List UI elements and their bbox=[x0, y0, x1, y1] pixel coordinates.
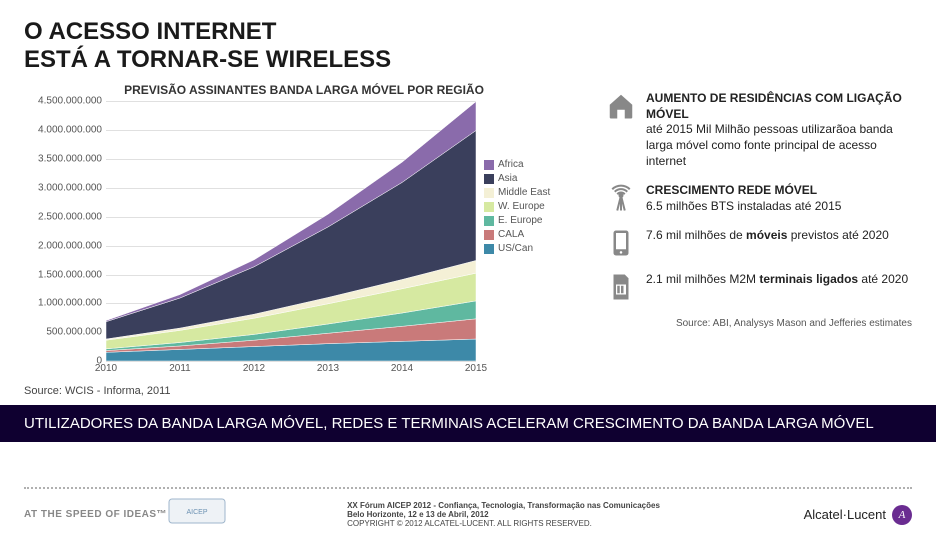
feature-item: AUMENTO DE RESIDÊNCIAS COM LIGAÇÃO MÓVEL… bbox=[606, 91, 912, 169]
x-tick-label: 2011 bbox=[169, 363, 191, 374]
source-right: Source: ABI, Analysys Mason and Jefferie… bbox=[606, 318, 912, 329]
sim-icon bbox=[606, 272, 636, 302]
bottom-bar: UTILIZADORES DA BANDA LARGA MÓVEL, REDES… bbox=[0, 405, 936, 442]
y-tick-label: 2.000.000.000 bbox=[38, 240, 102, 251]
x-tick-label: 2010 bbox=[95, 363, 117, 374]
brand-text: Alcatel·Lucent bbox=[804, 507, 886, 522]
aicep-logo-icon: AICEP bbox=[167, 495, 227, 534]
feature-text: 7.6 mil milhões de móveis previstos até … bbox=[646, 228, 889, 244]
legend-item: Middle East bbox=[484, 187, 550, 198]
legend-item: E. Europe bbox=[484, 215, 550, 226]
chart-pane: PREVISÃO ASSINANTES BANDA LARGA MÓVEL PO… bbox=[24, 83, 584, 397]
footer-tagline: AT THE SPEED OF IDEAS™ bbox=[24, 509, 167, 520]
svg-text:AICEP: AICEP bbox=[187, 509, 208, 516]
features-pane: AUMENTO DE RESIDÊNCIAS COM LIGAÇÃO MÓVEL… bbox=[606, 83, 912, 397]
antenna-icon bbox=[606, 183, 636, 213]
feature-item: 7.6 mil milhões de móveis previstos até … bbox=[606, 228, 912, 258]
y-tick-label: 4.000.000.000 bbox=[38, 125, 102, 136]
house-icon bbox=[606, 91, 636, 121]
chart-title: PREVISÃO ASSINANTES BANDA LARGA MÓVEL PO… bbox=[24, 83, 584, 97]
y-tick-label: 4.500.000.000 bbox=[38, 96, 102, 107]
y-tick-label: 2.500.000.000 bbox=[38, 211, 102, 222]
x-tick-label: 2012 bbox=[243, 363, 265, 374]
legend-item: Africa bbox=[484, 159, 550, 170]
x-tick-label: 2013 bbox=[317, 363, 339, 374]
footer-center: XX Fórum AICEP 2012 - Confiança, Tecnolo… bbox=[347, 501, 804, 529]
y-tick-label: 1.500.000.000 bbox=[38, 269, 102, 280]
feature-text: 2.1 mil milhões M2M terminais ligados at… bbox=[646, 272, 908, 288]
feature-item: CRESCIMENTO REDE MÓVEL 6.5 milhões BTS i… bbox=[606, 183, 912, 214]
y-tick-label: 3.000.000.000 bbox=[38, 182, 102, 193]
y-tick-label: 3.500.000.000 bbox=[38, 153, 102, 164]
title-line-1: O ACESSO INTERNET bbox=[24, 18, 276, 45]
legend-item: CALA bbox=[484, 229, 550, 240]
title-line-2: ESTÁ A TORNAR-SE WIRELESS bbox=[24, 46, 391, 73]
feature-text: CRESCIMENTO REDE MÓVEL 6.5 milhões BTS i… bbox=[646, 183, 841, 214]
feature-item: 2.1 mil milhões M2M terminais ligados at… bbox=[606, 272, 912, 302]
legend-item: US/Can bbox=[484, 243, 550, 254]
brand: Alcatel·Lucent A bbox=[804, 505, 912, 525]
y-tick-label: 1.000.000.000 bbox=[38, 298, 102, 309]
chart-wrap: 0500.000.0001.000.000.0001.500.000.0002.… bbox=[24, 101, 584, 379]
feature-text: AUMENTO DE RESIDÊNCIAS COM LIGAÇÃO MÓVEL… bbox=[646, 91, 912, 169]
legend-item: W. Europe bbox=[484, 201, 550, 212]
page-title: O ACESSO INTERNET ESTÁ A TORNAR-SE WIREL… bbox=[24, 18, 912, 73]
chart-legend: Africa Asia Middle East W. Europe E. Europe C… bbox=[484, 159, 550, 257]
brand-logo-icon: A bbox=[892, 505, 912, 525]
phone-icon bbox=[606, 228, 636, 258]
legend-item: Asia bbox=[484, 173, 550, 184]
x-tick-label: 2015 bbox=[465, 363, 487, 374]
source-left: Source: WCIS - Informa, 2011 bbox=[24, 385, 584, 397]
x-tick-label: 2014 bbox=[391, 363, 413, 374]
footer: AT THE SPEED OF IDEAS™ AICEP XX Fórum AI… bbox=[0, 483, 936, 540]
y-tick-label: 500.000.000 bbox=[46, 327, 102, 338]
